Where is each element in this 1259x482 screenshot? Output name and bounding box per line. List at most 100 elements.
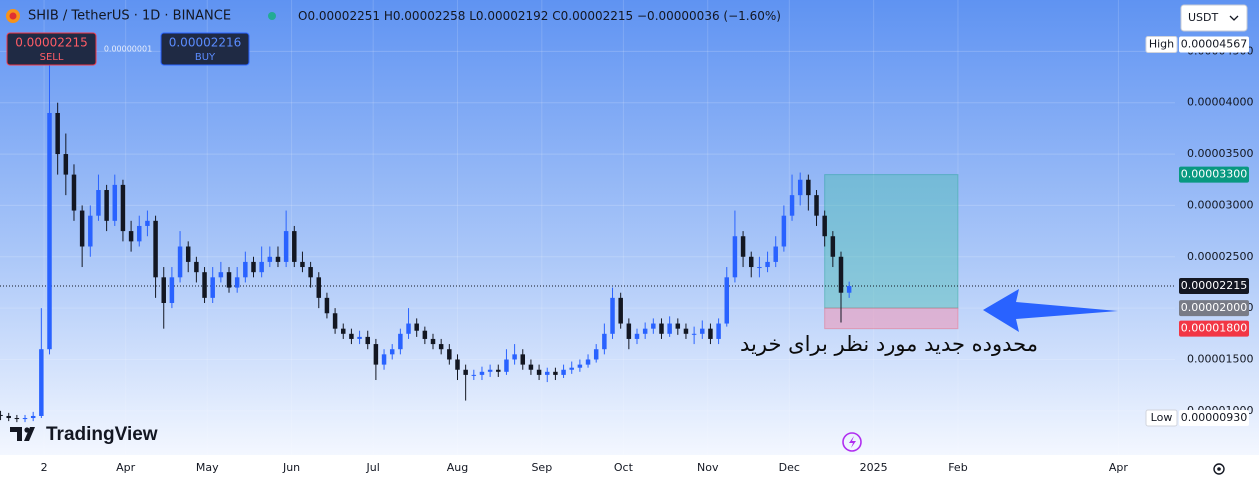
- candle-body: [55, 112, 60, 155]
- candle-body: [471, 374, 477, 376]
- candle-body: [667, 323, 672, 334]
- candle-body: [438, 344, 444, 350]
- gear-hub: [1217, 467, 1221, 471]
- candle-body: [797, 179, 803, 196]
- ohlc-value: 0.00002258: [393, 9, 466, 23]
- candle-body: [789, 195, 795, 216]
- candle-body: [47, 112, 52, 350]
- candle-body: [757, 267, 762, 269]
- candle-body: [447, 349, 452, 360]
- candle-body: [455, 359, 460, 370]
- sell-button[interactable]: 0.00002215 SELL: [6, 32, 97, 66]
- candle-body: [708, 328, 713, 339]
- candle-body: [194, 261, 199, 273]
- candle-body: [528, 364, 534, 370]
- high-price-name-box: [1145, 35, 1178, 53]
- target-price-box: [1179, 166, 1249, 183]
- x-tick-label: Oct: [614, 461, 634, 474]
- candle-body: [414, 323, 419, 331]
- candle-body: [504, 359, 509, 372]
- currency: USDT: [1188, 11, 1219, 24]
- candle-body: [781, 215, 787, 247]
- buy-box: [160, 32, 250, 66]
- candle-body: [153, 220, 158, 278]
- status-dot: [268, 12, 276, 20]
- last-price-box: [1179, 278, 1249, 295]
- ohlc-key: H: [384, 9, 393, 23]
- candle-body: [724, 277, 730, 324]
- x-tick-label: 2025: [860, 461, 888, 474]
- candle-body: [185, 246, 191, 262]
- candle-body: [365, 336, 370, 345]
- candle-body: [618, 297, 623, 324]
- candle-body: [577, 364, 583, 368]
- candle-body: [659, 323, 664, 334]
- arrow: [983, 289, 1118, 332]
- high-price-label: 0.00004567: [1181, 37, 1247, 50]
- target-price-label: 0.00003300: [1181, 168, 1247, 181]
- x-tick-label: Jun: [282, 461, 300, 474]
- candle-body: [512, 354, 517, 360]
- candle-body: [79, 210, 85, 247]
- low-price-name-box: [1145, 409, 1178, 427]
- x-tick-label: Dec: [779, 461, 800, 474]
- candle-body: [846, 286, 852, 293]
- candle-body: [602, 333, 607, 350]
- high-price-name: High: [1149, 37, 1174, 50]
- candle-body: [830, 236, 836, 257]
- candle-body: [104, 190, 109, 221]
- candle-body: [6, 415, 11, 419]
- x-tick-label: Aug: [447, 461, 468, 474]
- candle-body: [748, 256, 754, 268]
- spread: 0.00000001: [104, 45, 152, 54]
- events-bolt: [849, 436, 856, 448]
- candle-body: [88, 215, 93, 247]
- buy-label: BUY: [195, 52, 216, 63]
- candle-body: [341, 328, 346, 334]
- background: [0, 0, 1259, 455]
- buy-price: 0.00002216: [169, 36, 242, 50]
- candle-body: [838, 256, 844, 293]
- candle-body: [536, 369, 542, 375]
- candle-body: [634, 333, 640, 339]
- currency-select[interactable]: USDT: [1180, 4, 1248, 32]
- candle-body: [422, 330, 428, 339]
- annotation: محدوده جدید مورد نظر برای خرید: [740, 332, 1038, 356]
- candle-body: [22, 418, 28, 420]
- candle-body: [243, 261, 248, 278]
- candle-body: [128, 231, 134, 242]
- events-icon[interactable]: [842, 432, 862, 452]
- candle-body: [683, 328, 689, 334]
- stop-zone: [824, 307, 959, 330]
- candle-body: [251, 261, 256, 273]
- symbol[interactable]: SHIB / TetherUS · 1D · BINANCE: [28, 9, 231, 24]
- ohlc-key: L: [469, 9, 476, 23]
- candle-body: [283, 231, 289, 262]
- y-tick-label: 0.00001500: [1187, 352, 1253, 365]
- x-tick-label: Nov: [697, 461, 719, 474]
- symbol-icon-inner: [9, 12, 17, 20]
- candle-body: [814, 195, 819, 216]
- candle-body: [14, 418, 20, 420]
- target-zone: [824, 174, 959, 309]
- settings-icon[interactable]: [1213, 463, 1225, 475]
- sell-box: [6, 32, 97, 66]
- entry-price-label: 0.00002000: [1181, 301, 1247, 314]
- candle-body: [545, 371, 550, 375]
- candle-body: [675, 323, 681, 329]
- ohlc-key: O: [298, 9, 307, 23]
- buy-button[interactable]: 0.00002216 BUY: [160, 32, 250, 66]
- candle-body: [406, 323, 411, 334]
- candle-body: [561, 369, 566, 375]
- candle-body: [381, 354, 387, 365]
- select-box: [1180, 4, 1248, 32]
- sell-label: SELL: [40, 52, 64, 63]
- candle-body: [357, 336, 362, 339]
- candle-body: [496, 369, 501, 372]
- candle-body: [479, 371, 485, 375]
- candle-body: [765, 261, 770, 268]
- y-tick-label: 0.00003000: [1187, 198, 1253, 211]
- candle-body: [373, 344, 379, 365]
- candle-body: [0, 414, 3, 416]
- x-tick-label: May: [196, 461, 219, 474]
